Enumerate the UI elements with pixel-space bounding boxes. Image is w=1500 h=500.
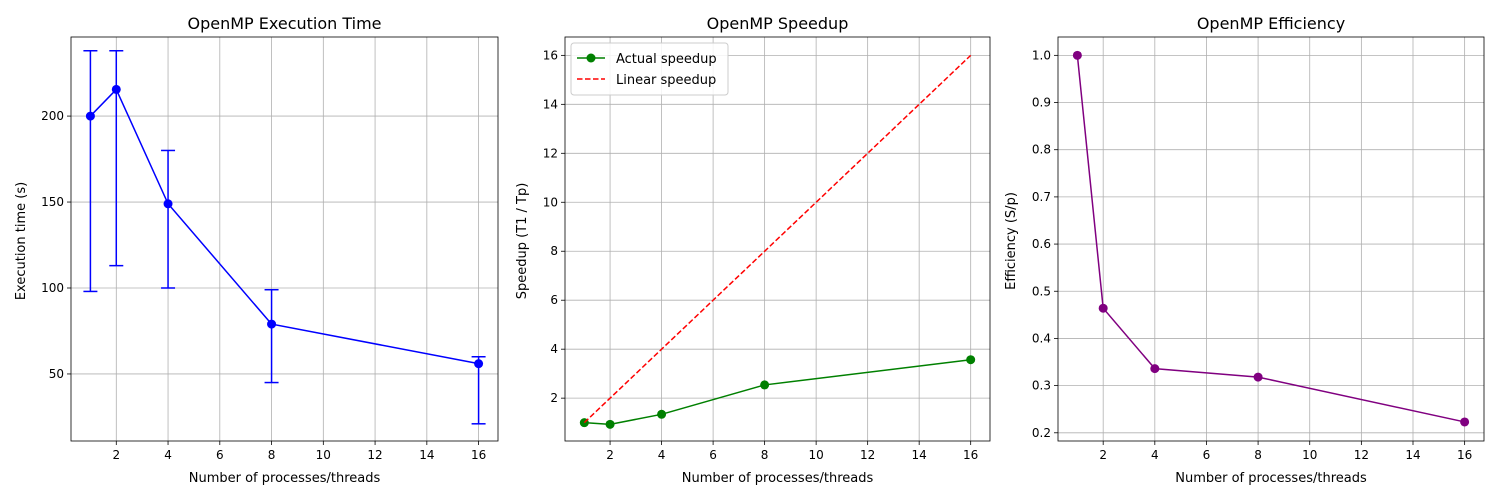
execution-time-axes-frame [70, 36, 499, 442]
execution-time-xtick-label: 2 [112, 448, 120, 462]
efficiency-ylabel: Efficiency (S/p) [1004, 192, 1019, 290]
legend-label: Actual speedup [616, 52, 717, 67]
efficiency-series-1-point [1253, 372, 1263, 382]
efficiency-panel: OpenMP Efficiency Number of processes/th… [1004, 14, 1485, 486]
speedup-series-1-point [966, 355, 976, 365]
speedup-series-1-point [760, 380, 770, 390]
efficiency-title: OpenMP Efficiency [1197, 14, 1345, 33]
efficiency-series-1-point [1460, 417, 1470, 427]
efficiency-xlabel: Number of processes/threads [1175, 471, 1367, 486]
efficiency-ytick-label: 0.8 [1032, 143, 1051, 157]
execution-time-series-1-point [474, 359, 484, 369]
speedup-ytick-label: 12 [543, 146, 558, 160]
speedup-ytick-label: 10 [543, 195, 558, 209]
efficiency-xtick-label: 8 [1254, 448, 1262, 462]
execution-time-ytick-label: 50 [49, 367, 64, 381]
speedup-series-2-line [583, 54, 972, 424]
execution-time-xtick-label: 6 [216, 448, 224, 462]
legend-marker [586, 53, 596, 63]
speedup-title: OpenMP Speedup [707, 14, 849, 33]
execution-time-panel: OpenMP Execution Time Number of processe… [14, 14, 499, 486]
execution-time-ytick-label: 150 [41, 195, 64, 209]
speedup-xlabel: Number of processes/threads [682, 471, 874, 486]
speedup-series-1-point [657, 409, 667, 419]
speedup-axes-frame [564, 36, 991, 442]
execution-time-xtick-label: 8 [268, 448, 276, 462]
speedup-ytick-label: 6 [550, 293, 558, 307]
speedup-ylabel: Speedup (T1 / Tp) [515, 183, 530, 300]
efficiency-xtick-label: 6 [1203, 448, 1211, 462]
legend-label: Linear speedup [616, 73, 716, 88]
efficiency-ytick-label: 1.0 [1032, 48, 1051, 62]
speedup-xtick-label: 4 [658, 448, 666, 462]
speedup-series-1-point [605, 419, 615, 429]
speedup-ytick-label: 2 [550, 391, 558, 405]
efficiency-ytick-label: 0.4 [1032, 331, 1051, 345]
execution-time-ytick-label: 200 [41, 109, 64, 123]
execution-time-xtick-label: 14 [419, 448, 434, 462]
efficiency-series-1-point [1072, 50, 1082, 60]
execution-time-ytick-label: 100 [41, 281, 64, 295]
execution-time-xtick-label: 10 [316, 448, 331, 462]
efficiency-ytick-label: 0.7 [1032, 190, 1051, 204]
speedup-panel: OpenMP Speedup Number of processes/threa… [515, 14, 991, 486]
efficiency-series-1-point [1098, 303, 1108, 313]
execution-time-series-1-point [163, 199, 173, 209]
execution-time-xlabel: Number of processes/threads [189, 471, 381, 486]
legend-box [570, 42, 729, 96]
efficiency-ytick-label: 0.2 [1032, 426, 1051, 440]
speedup-series-1-line [584, 358, 971, 426]
efficiency-xtick-label: 12 [1354, 448, 1369, 462]
efficiency-axes-frame [1057, 36, 1485, 442]
speedup-ytick-label: 14 [543, 97, 558, 111]
efficiency-ytick-label: 0.5 [1032, 284, 1051, 298]
execution-time-series-1-point [111, 84, 121, 94]
efficiency-ytick-label: 0.6 [1032, 237, 1051, 251]
speedup-ytick-label: 8 [550, 244, 558, 258]
execution-time-title: OpenMP Execution Time [187, 14, 381, 33]
efficiency-xtick-label: 14 [1405, 448, 1420, 462]
speedup-xtick-label: 14 [912, 448, 927, 462]
speedup-xtick-label: 12 [860, 448, 875, 462]
efficiency-xtick-label: 16 [1457, 448, 1472, 462]
execution-time-xtick-label: 12 [367, 448, 382, 462]
execution-time-xtick-label: 16 [471, 448, 486, 462]
execution-time-xtick-label: 4 [164, 448, 172, 462]
speedup-xtick-label: 6 [709, 448, 717, 462]
speedup-xtick-label: 10 [808, 448, 823, 462]
efficiency-xtick-label: 10 [1302, 448, 1317, 462]
execution-time-ylabel: Execution time (s) [14, 182, 29, 300]
speedup-xtick-label: 2 [606, 448, 614, 462]
speedup-ytick-label: 16 [543, 48, 558, 62]
efficiency-series-1-line [1076, 55, 1465, 423]
speedup-xtick-label: 16 [963, 448, 978, 462]
efficiency-xtick-label: 4 [1151, 448, 1159, 462]
efficiency-series-1-point [1150, 364, 1160, 374]
execution-time-series-1-point [267, 319, 277, 329]
efficiency-xtick-label: 2 [1099, 448, 1107, 462]
speedup-ytick-label: 4 [550, 342, 558, 356]
execution-time-series-1-line [89, 88, 479, 365]
speedup-xtick-label: 8 [761, 448, 769, 462]
efficiency-ytick-label: 0.3 [1032, 379, 1051, 393]
efficiency-ytick-label: 0.9 [1032, 96, 1051, 110]
execution-time-series-1-point [85, 111, 95, 121]
